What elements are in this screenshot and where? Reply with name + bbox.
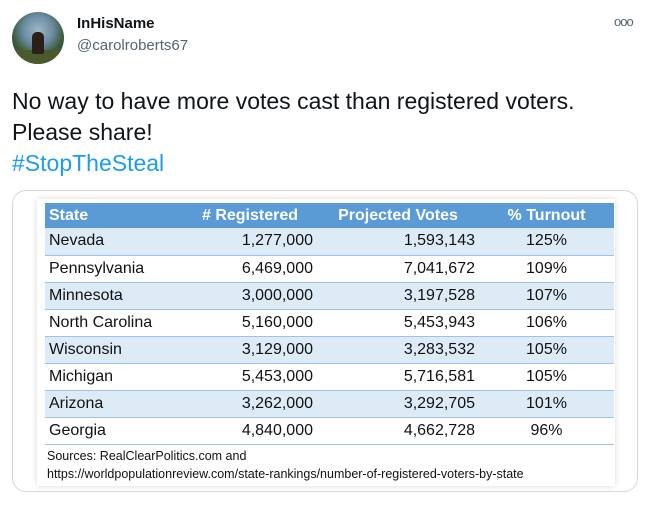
cell-registered: 3,262,000 — [183, 390, 317, 418]
cell-projected: 3,197,528 — [317, 282, 479, 310]
header-state: State — [45, 203, 183, 228]
cell-state: Arizona — [45, 390, 183, 418]
header-projected: Projected Votes — [317, 203, 479, 228]
sources-line-2: https://worldpopulationreview.com/state-… — [47, 467, 524, 481]
cell-registered: 3,129,000 — [183, 336, 317, 364]
cell-turnout: 125% — [479, 228, 614, 256]
table-row: Pennsylvania 6,469,000 7,041,672 109% — [45, 255, 614, 283]
header-registered: # Registered — [183, 203, 317, 228]
cell-state: Minnesota — [45, 282, 183, 310]
cell-state: Nevada — [45, 228, 183, 256]
cell-projected: 1,593,143 — [317, 228, 479, 256]
cell-projected: 5,716,581 — [317, 363, 479, 391]
cell-registered: 4,840,000 — [183, 417, 317, 445]
table-image: State # Registered Projected Votes % Tur… — [37, 199, 615, 486]
cell-turnout: 101% — [479, 390, 614, 418]
cell-state: Michigan — [45, 363, 183, 391]
votes-table: State # Registered Projected Votes % Tur… — [45, 203, 614, 445]
cell-turnout: 96% — [479, 417, 614, 445]
ellipsis-icon[interactable]: ooo — [614, 14, 634, 29]
cell-projected: 3,292,705 — [317, 390, 479, 418]
cell-turnout: 107% — [479, 282, 614, 310]
cell-turnout: 105% — [479, 363, 614, 391]
cell-projected: 5,453,943 — [317, 309, 479, 337]
cell-state: Pennsylvania — [45, 255, 183, 283]
user-handle[interactable]: @carolroberts67 — [77, 37, 189, 54]
cell-registered: 3,000,000 — [183, 282, 317, 310]
avatar-ground — [12, 50, 64, 64]
cell-state: North Carolina — [45, 309, 183, 337]
cell-registered: 5,453,000 — [183, 363, 317, 391]
table-header-row: State # Registered Projected Votes % Tur… — [45, 203, 614, 228]
tweet-media[interactable]: State # Registered Projected Votes % Tur… — [12, 190, 638, 492]
sources-note: Sources: RealClearPolitics.com and https… — [47, 447, 524, 483]
tweet-text: No way to have more votes cast than regi… — [12, 88, 575, 145]
cell-registered: 6,469,000 — [183, 255, 317, 283]
table-row: Wisconsin 3,129,000 3,283,532 105% — [45, 336, 614, 364]
cell-turnout: 106% — [479, 309, 614, 337]
cell-registered: 5,160,000 — [183, 309, 317, 337]
header-turnout: % Turnout — [479, 203, 614, 228]
table-row: Nevada 1,277,000 1,593,143 125% — [45, 228, 614, 256]
avatar-figure — [32, 32, 44, 54]
cell-state: Wisconsin — [45, 336, 183, 364]
table-row: Michigan 5,453,000 5,716,581 105% — [45, 363, 614, 391]
cell-projected: 4,662,728 — [317, 417, 479, 445]
cell-state: Georgia — [45, 417, 183, 445]
table-row: Arizona 3,262,000 3,292,705 101% — [45, 390, 614, 418]
sources-line-1: Sources: RealClearPolitics.com and — [47, 449, 247, 463]
avatar[interactable] — [12, 12, 64, 64]
hashtag-link[interactable]: #StopTheSteal — [12, 150, 165, 176]
table-row: North Carolina 5,160,000 5,453,943 106% — [45, 309, 614, 337]
display-name[interactable]: InHisName — [77, 15, 155, 32]
table-row: Minnesota 3,000,000 3,197,528 107% — [45, 282, 614, 310]
cell-projected: 3,283,532 — [317, 336, 479, 364]
cell-registered: 1,277,000 — [183, 228, 317, 256]
cell-projected: 7,041,672 — [317, 255, 479, 283]
cell-turnout: 109% — [479, 255, 614, 283]
table-row: Georgia 4,840,000 4,662,728 96% — [45, 417, 614, 445]
cell-turnout: 105% — [479, 336, 614, 364]
